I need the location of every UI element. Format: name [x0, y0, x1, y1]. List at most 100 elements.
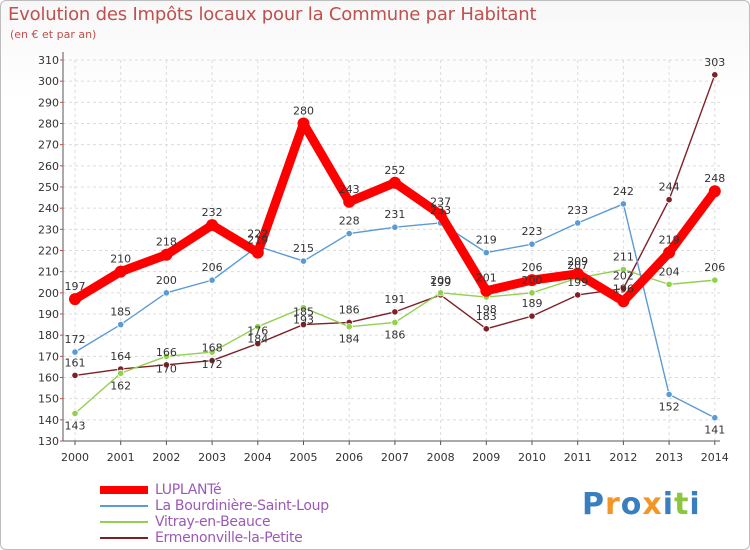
data-point: [436, 289, 445, 297]
data-point: [663, 246, 676, 259]
data-label: 222: [247, 227, 268, 240]
legend: LUPLANTé La Bourdinière-Saint-Loup Vitra…: [100, 482, 420, 546]
y-tick-label: 310: [38, 54, 59, 67]
data-point: [711, 414, 719, 422]
data-point: [391, 318, 399, 327]
data-label: 248: [704, 172, 725, 185]
data-point: [526, 274, 538, 287]
y-tick-label: 270: [38, 139, 59, 152]
data-point: [162, 289, 170, 297]
data-label: 184: [247, 333, 268, 346]
data-label: 202: [613, 270, 634, 283]
y-tick-label: 210: [38, 266, 59, 279]
data-label: 233: [567, 204, 588, 217]
legend-item-la-bourdiniere: La Bourdinière-Saint-Loup: [100, 498, 420, 514]
data-label: 243: [339, 183, 360, 196]
data-point: [254, 340, 262, 348]
legend-label-vitray: Vitray-en-Beauce: [155, 514, 271, 530]
data-label: 172: [65, 333, 86, 346]
x-tick-label: 2009: [472, 451, 500, 464]
data-point: [69, 293, 81, 306]
data-label: 164: [110, 350, 131, 363]
data-point: [391, 223, 399, 231]
data-label: 199: [430, 276, 451, 289]
x-tick-label: 2010: [518, 451, 546, 464]
x-tick-label: 2006: [335, 451, 363, 464]
legend-swatch-vitray: [100, 521, 148, 523]
y-tick-label: 220: [38, 245, 59, 258]
data-label: 141: [704, 424, 725, 437]
x-tick-label: 2007: [381, 451, 409, 464]
data-label: 215: [293, 242, 314, 255]
data-point: [665, 196, 673, 204]
data-label: 176: [247, 325, 268, 338]
data-point: [160, 248, 173, 261]
data-point: [482, 325, 490, 333]
data-point: [391, 308, 399, 316]
x-tick-label: 2001: [107, 451, 135, 464]
y-tick-label: 160: [38, 372, 59, 385]
data-label: 211: [613, 251, 634, 264]
x-tick-label: 2003: [198, 451, 226, 464]
data-label: 201: [476, 272, 497, 285]
data-label: 233: [430, 204, 451, 217]
x-tick-label: 2011: [564, 451, 592, 464]
y-tick-label: 290: [38, 96, 59, 109]
data-label: 189: [522, 297, 543, 310]
y-tick-label: 250: [38, 181, 59, 194]
data-point: [434, 208, 447, 221]
data-label: 204: [659, 265, 680, 278]
data-point: [619, 200, 628, 208]
data-point: [528, 240, 536, 248]
data-point: [297, 117, 310, 130]
legend-item-luplante: LUPLANTé: [100, 482, 420, 498]
x-tick-label: 2002: [152, 451, 180, 464]
data-label: 244: [659, 181, 680, 194]
y-tick-label: 230: [38, 223, 59, 236]
x-tick-label: 2000: [61, 451, 89, 464]
legend-label-luplante: LUPLANTé: [155, 482, 222, 498]
y-tick-label: 150: [38, 393, 59, 406]
data-label: 206: [522, 261, 543, 274]
data-label: 206: [202, 261, 223, 274]
data-label: 185: [110, 306, 131, 319]
logo-letter: r: [605, 487, 621, 522]
data-point: [71, 348, 79, 356]
data-label: 196: [613, 282, 634, 295]
data-point: [528, 289, 536, 297]
data-point: [711, 71, 719, 79]
x-tick-label: 2005: [290, 451, 318, 464]
data-point: [482, 249, 490, 257]
chart-title: Evolution des Impôts locaux pour la Comm…: [8, 4, 537, 25]
data-label: 143: [65, 419, 86, 432]
data-point: [299, 320, 308, 329]
data-label: 200: [430, 274, 451, 287]
logo-letter: i: [662, 487, 675, 522]
data-point: [208, 356, 216, 365]
data-point: [388, 176, 401, 189]
data-label: 166: [156, 346, 177, 359]
legend-label-ermenonville: Ermenonville-la-Petite: [155, 530, 303, 546]
data-point: [617, 295, 630, 308]
data-label: 200: [156, 274, 177, 287]
data-label: 210: [110, 253, 131, 266]
data-label: 232: [202, 206, 223, 219]
y-tick-label: 300: [38, 75, 59, 88]
data-point: [299, 304, 308, 312]
data-point: [345, 229, 353, 238]
data-label: 200: [522, 274, 543, 287]
y-tick-label: 170: [38, 350, 59, 363]
legend-item-vitray: Vitray-en-Beauce: [100, 514, 420, 530]
data-point: [574, 219, 582, 227]
data-label: 152: [659, 400, 680, 413]
x-tick-label: 2008: [427, 451, 455, 464]
data-point: [71, 409, 79, 418]
y-tick-label: 280: [38, 118, 59, 131]
data-point: [208, 348, 216, 356]
logo-letter: P: [582, 487, 605, 522]
logo-letter: x: [642, 487, 663, 522]
y-tick-label: 140: [38, 414, 59, 427]
data-label: 172: [202, 358, 223, 371]
data-point: [206, 219, 219, 232]
